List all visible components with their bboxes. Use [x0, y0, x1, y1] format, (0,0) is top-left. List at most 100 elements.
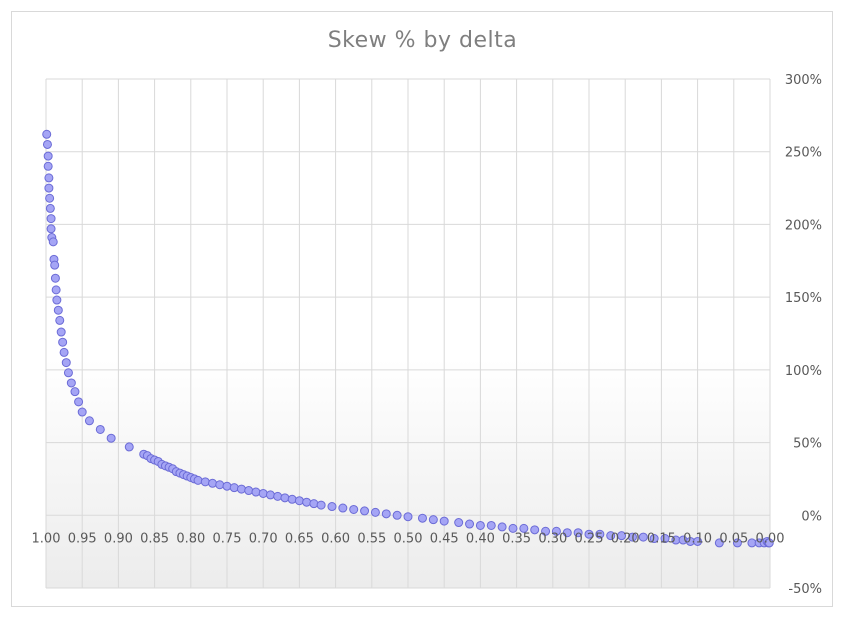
x-tick-label: 0.80: [176, 531, 205, 546]
data-point: [287, 494, 297, 504]
data-point: [551, 526, 561, 536]
y-tick-label: 100%: [785, 364, 822, 379]
data-point: [627, 532, 637, 542]
x-tick-label: 0.75: [213, 531, 242, 546]
data-point: [229, 483, 239, 493]
x-tick-label: 0.30: [538, 531, 567, 546]
data-point: [519, 523, 529, 533]
data-point: [714, 538, 724, 548]
data-point: [584, 529, 594, 539]
data-point: [541, 526, 551, 536]
x-tick-label: 0.55: [357, 531, 386, 546]
data-point: [45, 203, 55, 213]
data-point: [208, 478, 218, 488]
data-point: [280, 493, 290, 503]
x-tick-label: 0.25: [575, 531, 604, 546]
data-point: [349, 504, 359, 514]
data-point: [46, 224, 56, 234]
data-point: [606, 531, 616, 541]
data-point: [61, 358, 71, 368]
data-point: [124, 442, 134, 452]
data-point: [56, 327, 66, 337]
data-point: [508, 523, 518, 533]
data-point: [294, 496, 304, 506]
x-tick-label: 0.85: [140, 531, 169, 546]
data-point: [95, 424, 105, 434]
data-point: [573, 528, 583, 538]
y-tick-label: 50%: [793, 437, 822, 452]
data-point: [45, 193, 55, 203]
data-point: [649, 534, 659, 544]
data-point: [48, 237, 58, 247]
x-tick-label: 0.90: [104, 531, 133, 546]
x-axis-ticks: 1.00 0.95 0.90 0.85 0.80 0.75 0.70 0.65 0.60 0.55…: [32, 531, 785, 546]
data-point: [562, 528, 572, 538]
data-point: [50, 260, 60, 270]
x-tick-label: 0.05: [719, 531, 748, 546]
data-point: [44, 183, 54, 193]
x-tick-label: 0.60: [321, 531, 350, 546]
y-axis-ticks: 300% 250% 200% 150% 100% 50% 0% -50%: [785, 73, 822, 597]
y-tick-label: 200%: [785, 218, 822, 233]
data-point: [50, 273, 60, 283]
data-point: [465, 519, 475, 529]
data-point: [53, 305, 63, 315]
data-point: [106, 433, 116, 443]
data-point: [244, 486, 254, 496]
data-point: [273, 491, 283, 501]
data-point: [43, 151, 53, 161]
data-point: [360, 506, 370, 516]
data-point: [52, 295, 62, 305]
data-point: [327, 502, 337, 512]
data-point: [316, 500, 326, 510]
x-tick-label: 0.20: [611, 531, 640, 546]
data-point: [236, 484, 246, 494]
y-tick-label: 250%: [785, 146, 822, 161]
data-point: [381, 509, 391, 519]
data-point: [486, 520, 496, 530]
x-tick-label: 0.35: [502, 531, 531, 546]
data-point: [66, 378, 76, 388]
data-point: [251, 487, 261, 497]
data-point: [222, 481, 232, 491]
data-point: [638, 532, 648, 542]
x-tick-label: 0.95: [68, 531, 97, 546]
data-point: [417, 513, 427, 523]
data-point: [74, 397, 84, 407]
data-point: [764, 538, 774, 548]
y-tick-label: 150%: [785, 291, 822, 306]
data-point: [428, 515, 438, 525]
data-points: [42, 129, 774, 548]
y-tick-label: 0%: [801, 509, 822, 524]
data-point: [193, 475, 203, 485]
data-point: [59, 347, 69, 357]
data-point: [265, 490, 275, 500]
x-tick-label: 0.70: [249, 531, 278, 546]
x-tick-label: 0.10: [683, 531, 712, 546]
data-point: [595, 529, 605, 539]
data-point: [44, 173, 54, 183]
x-tick-label: 0.65: [285, 531, 314, 546]
data-point: [338, 503, 348, 513]
data-point: [43, 161, 53, 171]
x-tick-label: 0.45: [430, 531, 459, 546]
data-point: [617, 531, 627, 541]
data-point: [439, 516, 449, 526]
x-tick-label: 0.15: [647, 531, 676, 546]
data-point: [46, 214, 56, 224]
x-tick-label: 0.00: [756, 531, 785, 546]
data-point: [309, 499, 319, 509]
data-point: [58, 337, 68, 347]
data-point: [403, 512, 413, 522]
data-point: [693, 536, 703, 546]
data-point: [51, 285, 61, 295]
data-point: [42, 139, 52, 149]
x-tick-label: 1.00: [32, 531, 61, 546]
x-tick-label: 0.50: [394, 531, 423, 546]
data-point: [660, 534, 670, 544]
data-point: [55, 315, 65, 325]
data-point: [258, 488, 268, 498]
data-point: [370, 507, 380, 517]
data-point: [302, 497, 312, 507]
